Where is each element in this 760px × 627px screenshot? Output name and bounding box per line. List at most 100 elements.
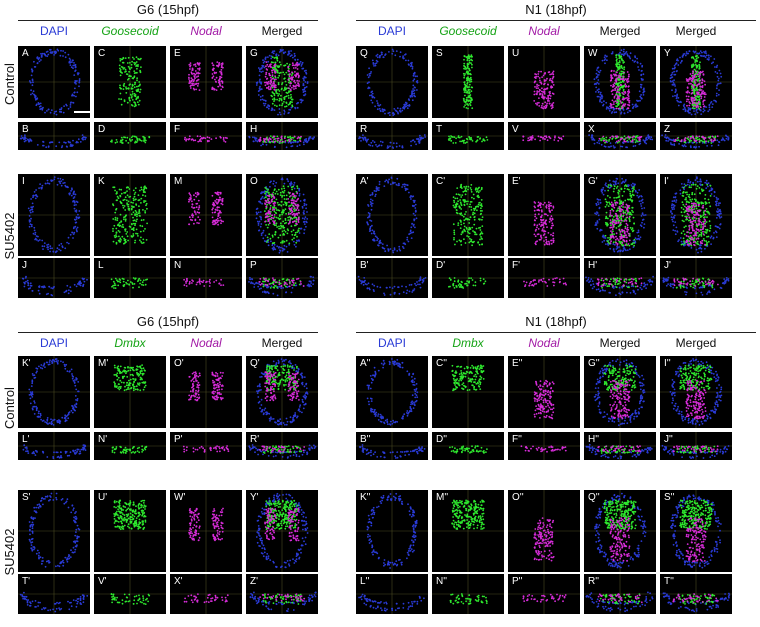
- micrograph: [508, 46, 580, 118]
- micrograph: [356, 432, 428, 460]
- micrograph: [94, 574, 166, 614]
- micrograph: [660, 122, 732, 150]
- micrograph: [94, 46, 166, 118]
- panel-letter: K': [22, 358, 31, 369]
- image-panel: R: [356, 122, 428, 150]
- image-panel: Y': [246, 490, 318, 572]
- image-panel: V: [508, 122, 580, 150]
- micrograph: [508, 574, 580, 614]
- micrograph: [18, 46, 90, 118]
- micrograph: [508, 356, 580, 428]
- micrograph: [246, 574, 318, 614]
- image-panel: U': [94, 490, 166, 572]
- micrograph: [94, 490, 166, 572]
- panel-letter: E'': [512, 358, 523, 369]
- micrograph: [432, 46, 504, 118]
- panel-letter: A'': [360, 358, 371, 369]
- micrograph: [246, 432, 318, 460]
- column-label: Merged: [599, 336, 641, 350]
- micrograph: [584, 574, 656, 614]
- column-label: Dmbx: [114, 336, 146, 350]
- panel-letter: L: [98, 260, 104, 271]
- micrograph: [432, 356, 504, 428]
- micrograph: [94, 122, 166, 150]
- image-panel: E': [508, 174, 580, 256]
- image-panel: N: [170, 258, 242, 298]
- micrograph: [356, 574, 428, 614]
- micrograph: [246, 490, 318, 572]
- panel-letter: D'': [436, 434, 448, 445]
- image-panel: Q'': [584, 490, 656, 572]
- image-panel: T': [18, 574, 90, 614]
- panel-letter: S'': [664, 492, 675, 503]
- column-label: Nodal: [528, 24, 560, 38]
- micrograph: [356, 122, 428, 150]
- micrograph: [246, 174, 318, 256]
- micrograph: [584, 490, 656, 572]
- image-panel: F'': [508, 432, 580, 460]
- column-label: Nodal: [528, 336, 560, 350]
- micrograph: [660, 432, 732, 460]
- image-panel: E'': [508, 356, 580, 428]
- panel-letter: V': [98, 576, 107, 587]
- micrograph: [94, 258, 166, 298]
- column-label: Goosecoid: [439, 24, 497, 38]
- panel-letter: C'': [436, 358, 448, 369]
- image-panel: F': [508, 258, 580, 298]
- panel-letter: G: [250, 48, 258, 59]
- panel-letter: L': [22, 434, 30, 445]
- micrograph: [170, 356, 242, 428]
- column-label: Merged: [675, 24, 717, 38]
- panel-letter: P: [250, 260, 257, 271]
- panel-letter: E': [512, 176, 521, 187]
- panel-letter: X: [588, 124, 595, 135]
- row-label: Control: [2, 63, 17, 105]
- micrograph: [170, 574, 242, 614]
- micrograph: [246, 46, 318, 118]
- panel-letter: N': [98, 434, 108, 445]
- image-panel: U: [508, 46, 580, 118]
- micrograph: [356, 258, 428, 298]
- micrograph: [170, 490, 242, 572]
- image-panel: Z': [246, 574, 318, 614]
- micrograph: [584, 432, 656, 460]
- column-label: DAPI: [377, 24, 406, 38]
- panel-letter: D': [436, 260, 446, 271]
- micrograph: [170, 258, 242, 298]
- image-panel: X': [170, 574, 242, 614]
- micrograph: [432, 490, 504, 572]
- panel-letter: T': [22, 576, 31, 587]
- image-panel: I: [18, 174, 90, 256]
- row-label: SU5402: [2, 528, 17, 576]
- micrograph: [508, 490, 580, 572]
- panel-letter: F': [512, 260, 521, 271]
- micrograph: [18, 490, 90, 572]
- image-panel: J'': [660, 432, 732, 460]
- micrograph: [94, 174, 166, 256]
- panel-letter: A': [360, 176, 369, 187]
- panel-letter: G'': [588, 358, 600, 369]
- panel-letter: T: [436, 124, 443, 135]
- image-panel: D': [432, 258, 504, 298]
- panel-letter: F'': [512, 434, 522, 445]
- image-panel: W': [170, 490, 242, 572]
- column-label: Merged: [261, 24, 303, 38]
- image-panel: A: [18, 46, 90, 118]
- micrograph: [508, 174, 580, 256]
- panel-letter: P'': [512, 576, 523, 587]
- micrograph: [584, 122, 656, 150]
- image-panel: C'': [432, 356, 504, 428]
- panel-letter: J'': [664, 434, 673, 445]
- panel-letter: V: [512, 124, 519, 135]
- image-panel: G': [584, 174, 656, 256]
- column-label: Merged: [599, 24, 641, 38]
- micrograph: [508, 258, 580, 298]
- stage-title: N1 (18hpf): [525, 2, 587, 17]
- micrograph: [660, 356, 732, 428]
- panel-letter: L'': [360, 576, 370, 587]
- panel-letter: G': [588, 176, 598, 187]
- micrograph: [18, 356, 90, 428]
- header-rule: [18, 332, 318, 333]
- micrograph: [18, 432, 90, 460]
- panel-letter: I: [22, 176, 25, 187]
